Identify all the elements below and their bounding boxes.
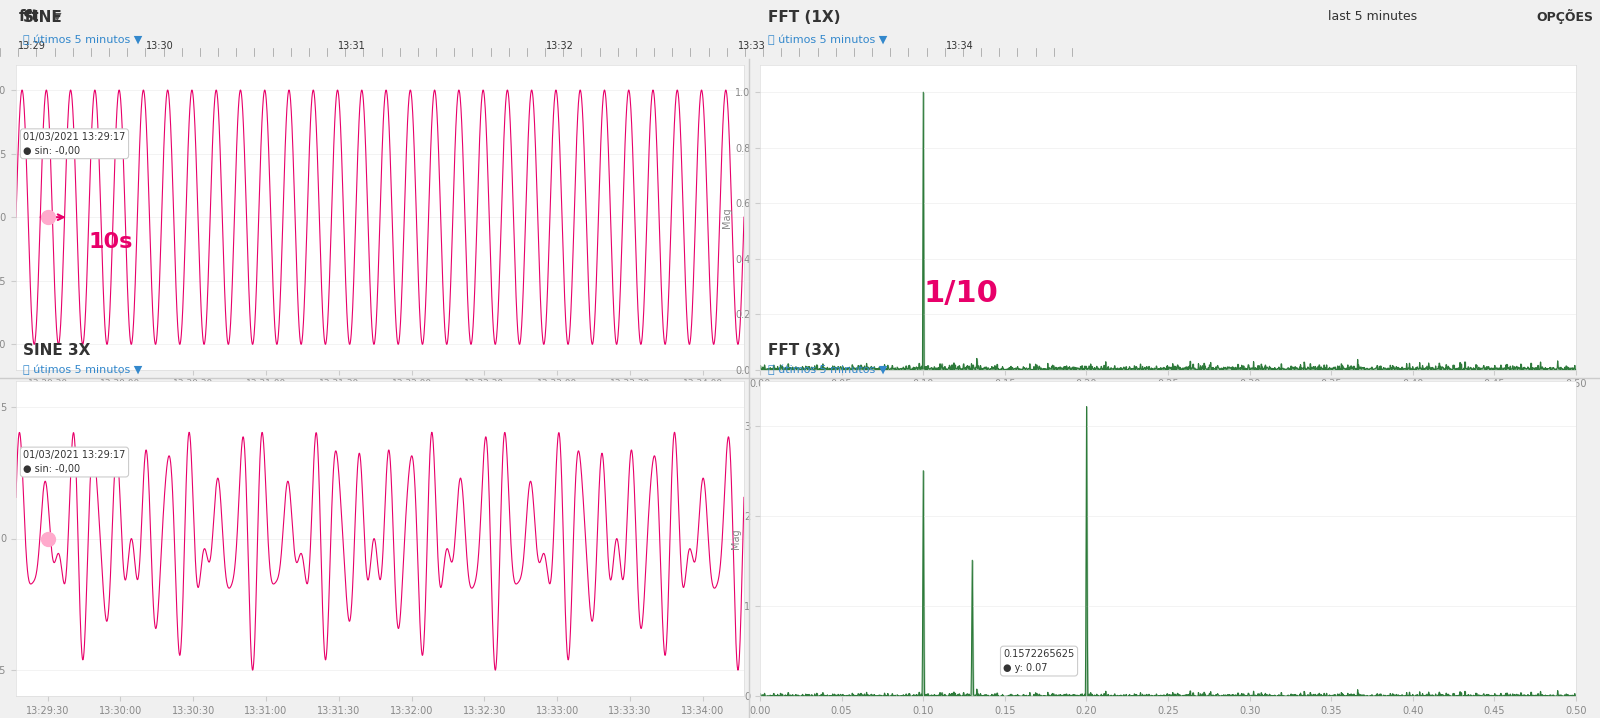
X-axis label: Freq[Hz]: Freq[Hz] (1147, 395, 1189, 405)
Text: OPÇÕES: OPÇÕES (1536, 9, 1594, 24)
Text: FFT (1X): FFT (1X) (768, 9, 840, 24)
Text: 01/03/2021 13:29:17
● sin: -0,00: 01/03/2021 13:29:17 ● sin: -0,00 (24, 131, 126, 156)
Legend: sin: sin (352, 412, 408, 432)
Y-axis label: Mag: Mag (731, 528, 741, 549)
Text: ▼: ▼ (53, 11, 61, 21)
Text: 13:31: 13:31 (338, 41, 366, 50)
Text: 01/03/2021 13:29:17
● sin: -0,00: 01/03/2021 13:29:17 ● sin: -0,00 (24, 450, 126, 474)
Y-axis label: Mag: Mag (722, 207, 733, 228)
Text: SINE: SINE (24, 9, 62, 24)
Text: last 5 minutes: last 5 minutes (1328, 9, 1418, 23)
Text: 13:30: 13:30 (146, 41, 174, 50)
Text: SINE 3X: SINE 3X (24, 342, 91, 358)
Text: 13:32: 13:32 (546, 41, 574, 50)
Text: 10s: 10s (90, 232, 133, 251)
Text: FFT (3X): FFT (3X) (768, 342, 840, 358)
Text: fft: fft (19, 9, 40, 24)
Text: 13:33: 13:33 (738, 41, 766, 50)
Text: 13:29: 13:29 (18, 41, 46, 50)
Text: 1/10: 1/10 (923, 279, 998, 308)
Text: 🔗 útimos 5 minutos ▼: 🔗 útimos 5 minutos ▼ (24, 34, 142, 45)
Text: 🔗 útimos 5 minutos ▼: 🔗 útimos 5 minutos ▼ (768, 365, 888, 376)
Text: 🔗 útimos 5 minutos ▼: 🔗 útimos 5 minutos ▼ (24, 365, 142, 376)
Text: 🔗 útimos 5 minutos ▼: 🔗 útimos 5 minutos ▼ (768, 34, 888, 45)
Text: legendas ▼: legendas ▼ (1498, 425, 1560, 434)
Text: 0.1572265625
● y: 0.07: 0.1572265625 ● y: 0.07 (1003, 649, 1075, 673)
Text: 13:34: 13:34 (946, 41, 974, 50)
